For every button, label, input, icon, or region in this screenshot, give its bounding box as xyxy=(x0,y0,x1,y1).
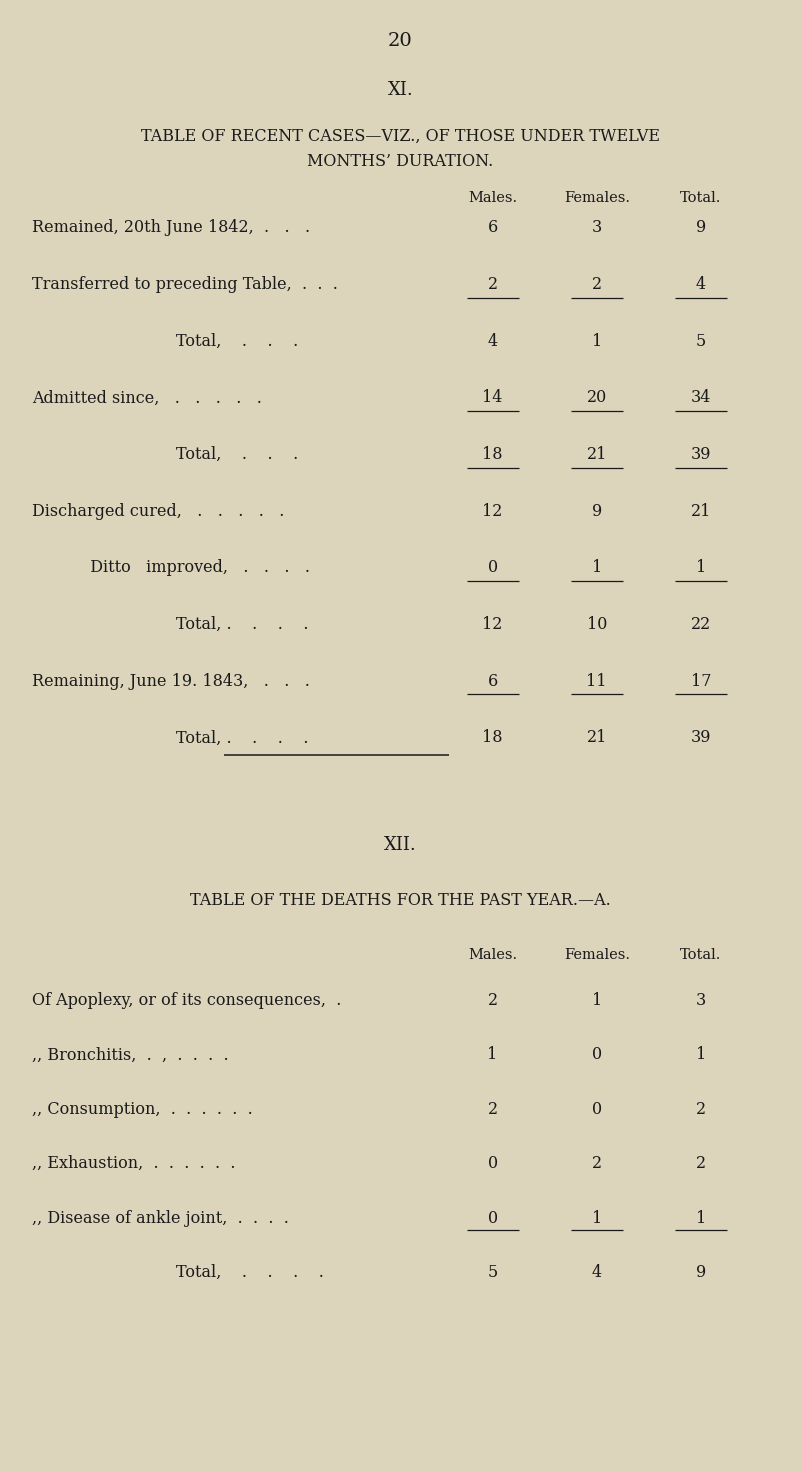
Text: 34: 34 xyxy=(690,390,711,406)
Text: 9: 9 xyxy=(696,1264,706,1281)
Text: 5: 5 xyxy=(696,333,706,350)
Text: 4: 4 xyxy=(592,1264,602,1281)
Text: Discharged cured,   .   .   .   .   .: Discharged cured, . . . . . xyxy=(32,502,284,520)
Text: XI.: XI. xyxy=(388,81,413,99)
Text: Females.: Females. xyxy=(564,948,630,961)
Text: 6: 6 xyxy=(488,219,497,237)
Text: 39: 39 xyxy=(690,446,711,464)
Text: Ditto   improved,   .   .   .   .: Ditto improved, . . . . xyxy=(80,559,310,577)
Text: Admitted since,   .   .   .   .   .: Admitted since, . . . . . xyxy=(32,390,262,406)
Text: 20: 20 xyxy=(388,32,413,50)
Text: Remained, 20th June 1842,  .   .   .: Remained, 20th June 1842, . . . xyxy=(32,219,310,237)
Text: Males.: Males. xyxy=(468,191,517,206)
Text: Total.: Total. xyxy=(680,948,722,961)
Text: Total.: Total. xyxy=(680,191,722,206)
Text: Total, .    .    .    .: Total, . . . . xyxy=(176,729,308,746)
Text: 1: 1 xyxy=(696,559,706,577)
Text: Total,    .    .    .: Total, . . . xyxy=(176,446,299,464)
Text: 3: 3 xyxy=(696,992,706,1008)
Text: 5: 5 xyxy=(488,1264,497,1281)
Text: 12: 12 xyxy=(482,615,503,633)
Text: 2: 2 xyxy=(488,1101,497,1117)
Text: 1: 1 xyxy=(592,559,602,577)
Text: 10: 10 xyxy=(586,615,607,633)
Text: 2: 2 xyxy=(488,277,497,293)
Text: 21: 21 xyxy=(690,502,711,520)
Text: Females.: Females. xyxy=(564,191,630,206)
Text: 12: 12 xyxy=(482,502,503,520)
Text: 9: 9 xyxy=(592,502,602,520)
Text: 1: 1 xyxy=(592,992,602,1008)
Text: 21: 21 xyxy=(586,729,607,746)
Text: 1: 1 xyxy=(592,1210,602,1226)
Text: 2: 2 xyxy=(696,1156,706,1172)
Text: 4: 4 xyxy=(696,277,706,293)
Text: Total, .    .    .    .: Total, . . . . xyxy=(176,615,308,633)
Text: 3: 3 xyxy=(592,219,602,237)
Text: 18: 18 xyxy=(482,446,503,464)
Text: 22: 22 xyxy=(690,615,711,633)
Text: ,, Consumption,  .  .  .  .  .  .: ,, Consumption, . . . . . . xyxy=(32,1101,253,1117)
Text: MONTHS’ DURATION.: MONTHS’ DURATION. xyxy=(308,153,493,171)
Text: 18: 18 xyxy=(482,729,503,746)
Text: 21: 21 xyxy=(586,446,607,464)
Text: 1: 1 xyxy=(488,1047,497,1063)
Text: 2: 2 xyxy=(592,277,602,293)
Text: 0: 0 xyxy=(592,1047,602,1063)
Text: Males.: Males. xyxy=(468,948,517,961)
Text: ,, Disease of ankle joint,  .  .  .  .: ,, Disease of ankle joint, . . . . xyxy=(32,1210,289,1226)
Text: TABLE OF RECENT CASES—VIZ., OF THOSE UNDER TWELVE: TABLE OF RECENT CASES—VIZ., OF THOSE UND… xyxy=(141,128,660,146)
Text: 0: 0 xyxy=(592,1101,602,1117)
Text: 1: 1 xyxy=(696,1047,706,1063)
Text: 0: 0 xyxy=(488,1156,497,1172)
Text: 1: 1 xyxy=(696,1210,706,1226)
Text: ,, Bronchitis,  .  ,  .  .  .  .: ,, Bronchitis, . , . . . . xyxy=(32,1047,228,1063)
Text: Total,    .    .    .: Total, . . . xyxy=(176,333,299,350)
Text: 39: 39 xyxy=(690,729,711,746)
Text: 6: 6 xyxy=(488,673,497,690)
Text: 9: 9 xyxy=(696,219,706,237)
Text: 14: 14 xyxy=(482,390,503,406)
Text: 2: 2 xyxy=(592,1156,602,1172)
Text: TABLE OF THE DEATHS FOR THE PAST YEAR.—A.: TABLE OF THE DEATHS FOR THE PAST YEAR.—A… xyxy=(190,892,611,908)
Text: XII.: XII. xyxy=(384,836,417,854)
Text: 11: 11 xyxy=(586,673,607,690)
Text: Transferred to preceding Table,  .  .  .: Transferred to preceding Table, . . . xyxy=(32,277,338,293)
Text: 2: 2 xyxy=(696,1101,706,1117)
Text: 4: 4 xyxy=(488,333,497,350)
Text: 20: 20 xyxy=(586,390,607,406)
Text: 2: 2 xyxy=(488,992,497,1008)
Text: 0: 0 xyxy=(488,559,497,577)
Text: 0: 0 xyxy=(488,1210,497,1226)
Text: ,, Exhaustion,  .  .  .  .  .  .: ,, Exhaustion, . . . . . . xyxy=(32,1156,235,1172)
Text: 17: 17 xyxy=(690,673,711,690)
Text: Total,    .    .    .    .: Total, . . . . xyxy=(176,1264,324,1281)
Text: 1: 1 xyxy=(592,333,602,350)
Text: Of Apoplexy, or of its consequences,  .: Of Apoplexy, or of its consequences, . xyxy=(32,992,341,1008)
Text: Remaining, June 19. 1843,   .   .   .: Remaining, June 19. 1843, . . . xyxy=(32,673,310,690)
